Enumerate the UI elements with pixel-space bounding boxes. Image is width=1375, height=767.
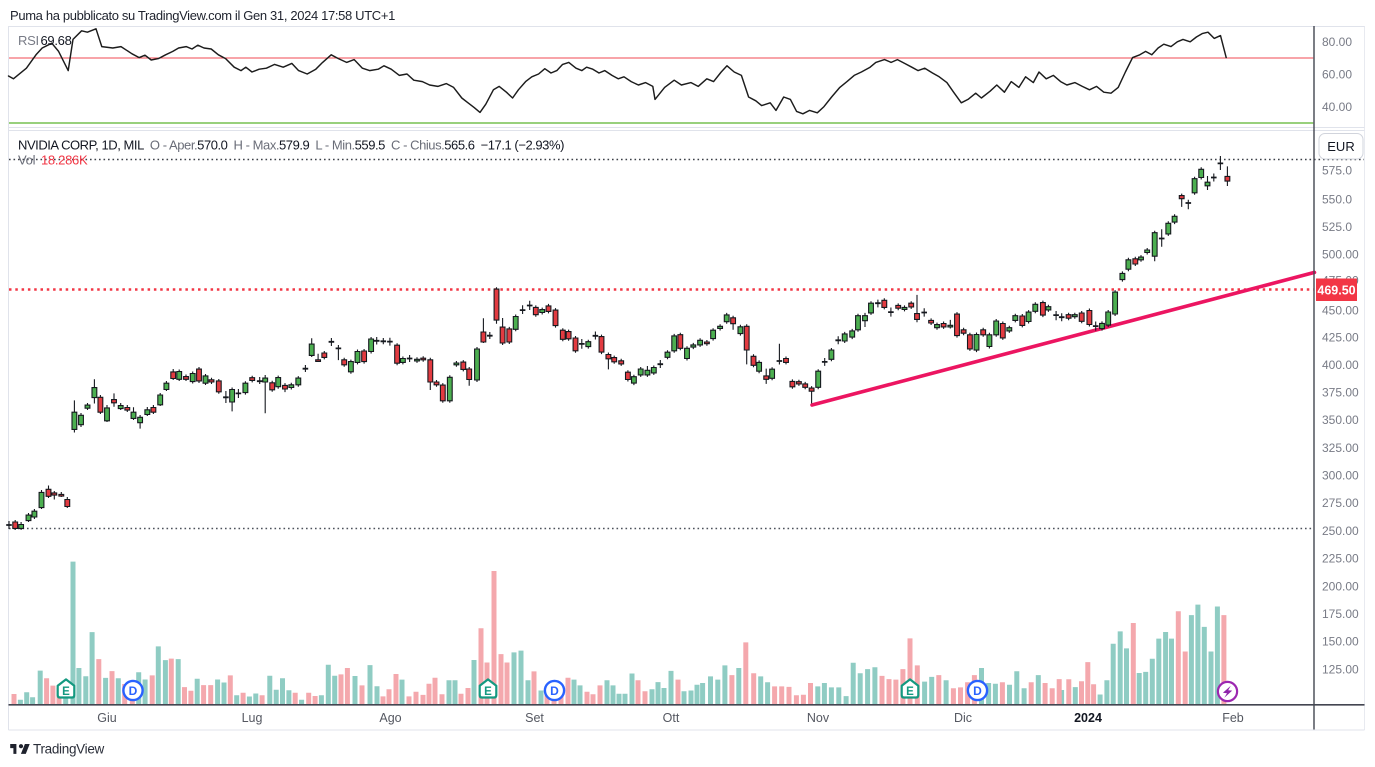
svg-text:150.00: 150.00 [1322, 635, 1359, 649]
svg-text:E: E [62, 686, 70, 698]
svg-text:D: D [129, 684, 138, 698]
svg-text:550.0: 550.0 [1322, 192, 1352, 206]
svg-text:Ago: Ago [379, 711, 401, 725]
svg-text:500.00: 500.00 [1322, 248, 1359, 262]
svg-text:TradingView: TradingView [33, 742, 105, 757]
svg-text:300.00: 300.00 [1322, 469, 1359, 483]
svg-text:E: E [906, 686, 914, 698]
svg-text:60.00: 60.00 [1322, 68, 1352, 82]
svg-text:NVIDIA CORP, 1D, MIL O - Aper.: NVIDIA CORP, 1D, MIL O - Aper.570.0 H - … [18, 138, 564, 153]
svg-text:69.68: 69.68 [41, 33, 72, 48]
svg-text:Dic: Dic [954, 711, 972, 725]
svg-text:Nov: Nov [807, 711, 830, 725]
svg-text:D: D [550, 684, 559, 698]
svg-text:Giu: Giu [97, 711, 117, 725]
svg-text:Puma ha pubblicato su TradingV: Puma ha pubblicato su TradingView.com il… [10, 8, 395, 23]
svg-text:525.0: 525.0 [1322, 220, 1352, 234]
svg-text:RSI: RSI [18, 33, 39, 48]
svg-text:E: E [484, 686, 492, 698]
svg-text:18.286K: 18.286K [41, 153, 88, 168]
svg-text:Vol: Vol [18, 153, 36, 168]
svg-text:250.00: 250.00 [1322, 524, 1359, 538]
svg-text:450.00: 450.00 [1322, 303, 1359, 317]
svg-text:375.00: 375.00 [1322, 386, 1359, 400]
svg-text:275.00: 275.00 [1322, 496, 1359, 510]
svg-text:2024: 2024 [1074, 711, 1102, 725]
svg-text:80.00: 80.00 [1322, 35, 1352, 49]
svg-text:Feb: Feb [1222, 711, 1244, 725]
svg-text:D: D [973, 684, 982, 698]
svg-text:575.0: 575.0 [1322, 164, 1352, 178]
svg-text:175.00: 175.00 [1322, 607, 1359, 621]
svg-text:225.00: 225.00 [1322, 552, 1359, 566]
svg-text:350.00: 350.00 [1322, 413, 1359, 427]
svg-text:200.00: 200.00 [1322, 579, 1359, 593]
svg-text:325.00: 325.00 [1322, 441, 1359, 455]
svg-text:400.00: 400.00 [1322, 358, 1359, 372]
svg-text:40.00: 40.00 [1322, 100, 1352, 114]
svg-text:Ott: Ott [663, 711, 680, 725]
svg-text:Lug: Lug [242, 711, 263, 725]
svg-text:Set: Set [525, 711, 544, 725]
svg-text:469.50: 469.50 [1317, 284, 1355, 298]
svg-text:125.00: 125.00 [1322, 662, 1359, 676]
svg-text:EUR: EUR [1327, 139, 1354, 154]
svg-text:425.00: 425.00 [1322, 331, 1359, 345]
